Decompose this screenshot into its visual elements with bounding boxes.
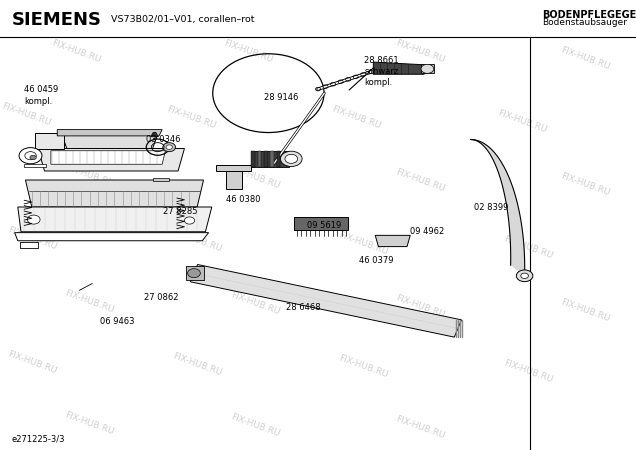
Polygon shape: [18, 207, 212, 232]
Text: FIX-HUB.RU: FIX-HUB.RU: [496, 108, 548, 135]
Polygon shape: [216, 165, 251, 171]
Text: FIX-HUB.RU: FIX-HUB.RU: [229, 412, 280, 438]
Text: FIX-HUB.RU: FIX-HUB.RU: [331, 104, 382, 130]
Text: 46 0380: 46 0380: [226, 195, 260, 204]
Polygon shape: [15, 233, 209, 241]
Polygon shape: [251, 151, 289, 166]
Polygon shape: [270, 151, 274, 166]
Circle shape: [25, 152, 36, 160]
Polygon shape: [373, 62, 424, 74]
Polygon shape: [38, 148, 184, 171]
Polygon shape: [151, 132, 158, 137]
Text: FIX-HUB.RU: FIX-HUB.RU: [172, 351, 223, 378]
Circle shape: [166, 145, 172, 149]
Text: FIX-HUB.RU: FIX-HUB.RU: [560, 45, 611, 72]
Text: FIX-HUB.RU: FIX-HUB.RU: [502, 358, 554, 384]
Polygon shape: [421, 64, 434, 73]
Polygon shape: [25, 180, 204, 207]
Circle shape: [163, 143, 176, 152]
Text: BODENPFLEGEGERÄTE: BODENPFLEGEGERÄTE: [542, 10, 636, 20]
Circle shape: [421, 64, 434, 73]
Circle shape: [521, 273, 529, 279]
Circle shape: [184, 217, 195, 224]
Polygon shape: [277, 151, 280, 166]
Text: e271225-3/3: e271225-3/3: [11, 434, 65, 443]
Polygon shape: [186, 266, 204, 280]
Text: FIX-HUB.RU: FIX-HUB.RU: [51, 39, 102, 65]
Polygon shape: [251, 151, 255, 166]
Polygon shape: [375, 235, 410, 247]
Text: FIX-HUB.RU: FIX-HUB.RU: [560, 171, 611, 198]
Text: FIX-HUB.RU: FIX-HUB.RU: [337, 230, 389, 256]
Polygon shape: [35, 133, 64, 149]
Circle shape: [280, 151, 302, 166]
Polygon shape: [60, 130, 159, 148]
Text: FIX-HUB.RU: FIX-HUB.RU: [502, 234, 554, 261]
Text: FIX-HUB.RU: FIX-HUB.RU: [394, 414, 446, 441]
Text: VS73B02/01–V01, corallen–rot: VS73B02/01–V01, corallen–rot: [111, 15, 255, 24]
Text: FIX-HUB.RU: FIX-HUB.RU: [6, 225, 58, 252]
Circle shape: [30, 155, 36, 160]
Polygon shape: [294, 217, 348, 230]
Circle shape: [19, 148, 42, 164]
Polygon shape: [264, 151, 268, 166]
Text: 27 0862: 27 0862: [144, 293, 178, 302]
Text: FIX-HUB.RU: FIX-HUB.RU: [560, 297, 611, 324]
Text: FIX-HUB.RU: FIX-HUB.RU: [394, 167, 446, 193]
Text: FIX-HUB.RU: FIX-HUB.RU: [0, 102, 52, 128]
Text: 03 0346: 03 0346: [146, 135, 181, 144]
Text: FIX-HUB.RU: FIX-HUB.RU: [172, 228, 223, 254]
Text: Bodenstaubsauger: Bodenstaubsauger: [542, 18, 627, 27]
Text: 28 8661
schwarz
kompl.: 28 8661 schwarz kompl.: [364, 56, 399, 87]
Text: FIX-HUB.RU: FIX-HUB.RU: [64, 288, 115, 315]
Text: 09 4962: 09 4962: [410, 227, 444, 236]
Polygon shape: [226, 171, 242, 189]
Text: FIX-HUB.RU: FIX-HUB.RU: [223, 39, 274, 65]
Text: FIX-HUB.RU: FIX-HUB.RU: [394, 293, 446, 319]
Text: 46 0459
kompl.: 46 0459 kompl.: [24, 86, 59, 106]
Text: FIX-HUB.RU: FIX-HUB.RU: [229, 165, 280, 191]
Text: FIX-HUB.RU: FIX-HUB.RU: [337, 354, 389, 380]
Text: 28 6468: 28 6468: [286, 303, 321, 312]
Text: 09 5619: 09 5619: [307, 221, 341, 230]
Circle shape: [285, 154, 298, 163]
Text: FIX-HUB.RU: FIX-HUB.RU: [6, 349, 58, 375]
Text: 28 9146: 28 9146: [264, 93, 298, 102]
Polygon shape: [471, 140, 525, 276]
Circle shape: [516, 270, 533, 282]
Text: FIX-HUB.RU: FIX-HUB.RU: [394, 39, 446, 65]
Polygon shape: [190, 265, 462, 337]
Text: FIX-HUB.RU: FIX-HUB.RU: [165, 104, 217, 130]
Circle shape: [188, 269, 200, 278]
Text: FIX-HUB.RU: FIX-HUB.RU: [64, 410, 115, 436]
Text: FIX-HUB.RU: FIX-HUB.RU: [64, 162, 115, 189]
Text: 27 8285: 27 8285: [163, 207, 198, 216]
Text: 06 9463: 06 9463: [100, 317, 135, 326]
Text: SIEMENS: SIEMENS: [11, 11, 102, 29]
Polygon shape: [258, 151, 261, 166]
Text: 02 8399: 02 8399: [474, 203, 508, 212]
Polygon shape: [153, 178, 169, 181]
Circle shape: [27, 215, 40, 224]
Polygon shape: [20, 242, 38, 248]
Polygon shape: [24, 164, 46, 166]
Text: FIX-HUB.RU: FIX-HUB.RU: [229, 291, 280, 317]
Text: 46 0379: 46 0379: [359, 256, 394, 265]
Polygon shape: [57, 130, 162, 136]
Polygon shape: [51, 151, 165, 164]
